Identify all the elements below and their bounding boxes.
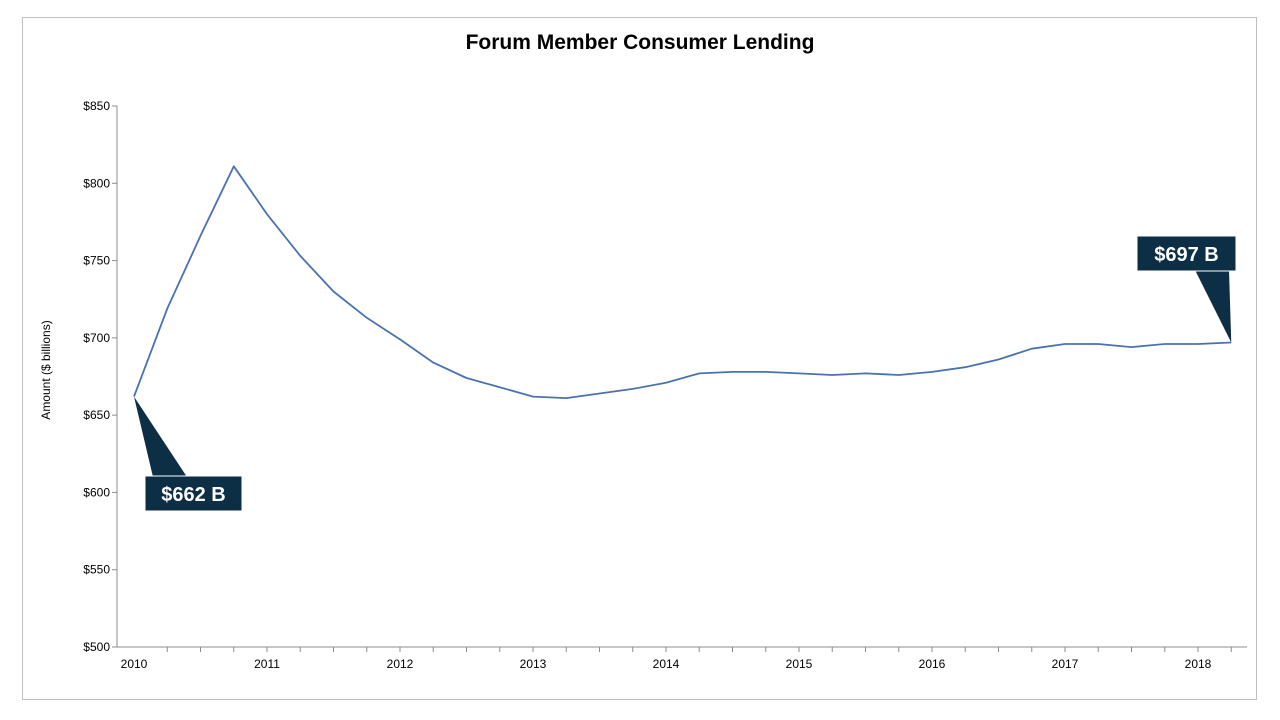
x-tick-label: 2018 [1185,657,1212,671]
y-tick-label: $700 [83,331,110,345]
callouts: $662 B $697 B [134,235,1237,512]
data-point [831,374,833,376]
data-point [665,381,667,383]
data-point [1130,346,1132,348]
data-point [1097,343,1099,345]
y-tick-label: $600 [83,485,110,499]
data-point [499,386,501,388]
x-tick-label: 2014 [653,657,680,671]
series-line [133,165,1232,400]
y-tick-label: $550 [83,563,110,577]
series-layer [133,165,1232,400]
x-tick-label: 2012 [387,657,414,671]
x-tick-label: 2016 [919,657,946,671]
data-point [332,290,334,292]
data-point [399,338,401,340]
callout-box [1136,235,1237,272]
data-point [698,372,700,374]
callout-box [144,475,243,512]
callout-pointer [1195,270,1232,343]
data-point [1164,343,1166,345]
data-point [366,317,368,319]
callout-label: $662 B [161,484,226,506]
data-point [266,213,268,215]
x-tick-label: 2013 [520,657,547,671]
data-point [199,235,201,237]
y-tick-label: $850 [83,99,110,113]
chart-title: Forum Member Consumer Lending [465,31,815,54]
data-point [765,371,767,373]
y-tick-label: $500 [83,640,110,654]
x-tick-label: 2011 [254,657,280,671]
data-point [465,377,467,379]
data-point [864,372,866,374]
data-point [1230,341,1232,343]
data-point [299,255,301,257]
callout-pointer [134,396,187,477]
data-point [931,371,933,373]
data-point [565,397,567,399]
callout-label: $697 B [1154,244,1219,266]
data-point [898,374,900,376]
data-point [964,366,966,368]
data-point [432,361,434,363]
x-tick-label: 2010 [121,657,148,671]
data-point [532,395,534,397]
x-tick-label: 2017 [1052,657,1079,671]
data-point [1197,343,1199,345]
data-point [166,307,168,309]
data-point [731,371,733,373]
y-tick-label: $750 [83,254,110,268]
axes: $500 $550 $600 $650 $700 $750 $800 $850 2010 2011… [83,99,1247,671]
y-tick-label: $800 [83,176,110,190]
data-point [1064,343,1066,345]
data-point [1031,347,1033,349]
data-point [997,358,999,360]
x-tick-label: 2015 [786,657,813,671]
chart-frame [22,17,1257,700]
data-point [632,388,634,390]
data-point [798,372,800,374]
data-point [233,165,235,167]
y-tick-label: $650 [83,408,110,422]
data-point [598,392,600,394]
